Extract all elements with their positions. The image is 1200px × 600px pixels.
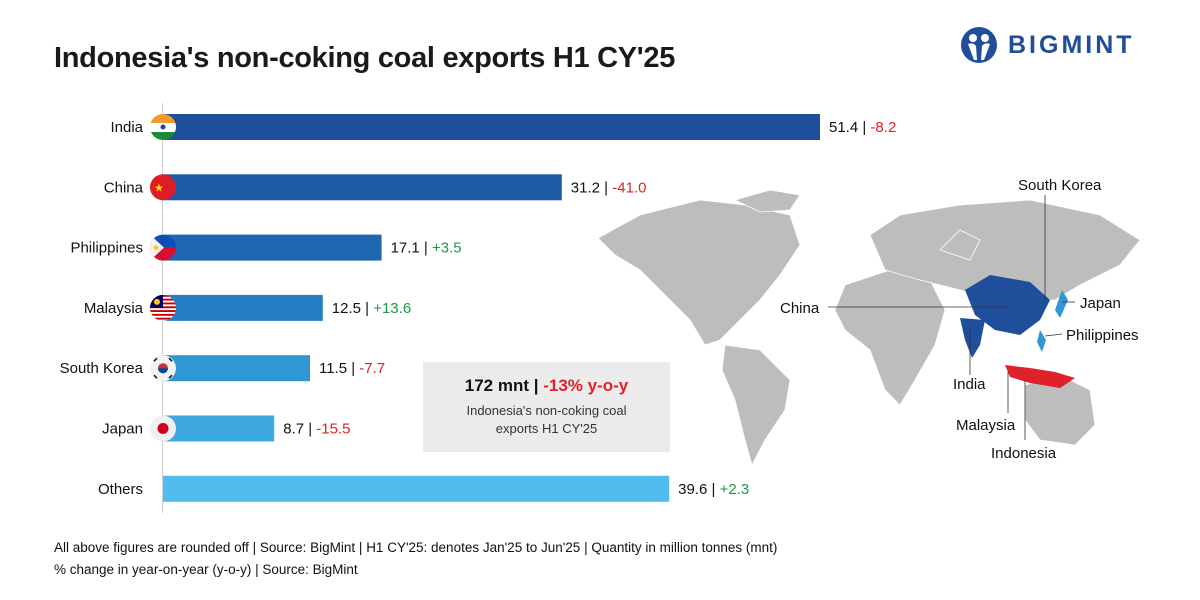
bar-south-korea bbox=[163, 355, 310, 382]
bigmint-logo-icon bbox=[961, 27, 997, 63]
south-korea-flag-icon bbox=[150, 355, 176, 382]
map-label-philippines: Philippines bbox=[1066, 327, 1139, 344]
summary-box: 172 mnt | -13% y-o-y Indonesia's non-cok… bbox=[423, 362, 670, 452]
footnote-yoy: % change in year-on-year (y-o-y) | Sourc… bbox=[54, 562, 358, 577]
yoy-change: -15.5 bbox=[316, 421, 350, 438]
value-amount: 17.1 | bbox=[391, 240, 432, 257]
indonesia-region bbox=[1005, 365, 1075, 388]
yoy-change: +13.6 bbox=[373, 300, 411, 317]
philippines-flag-icon bbox=[150, 234, 176, 261]
value-label: 11.5 | -7.7 bbox=[319, 360, 385, 377]
category-label: Others bbox=[98, 481, 143, 498]
india-flag-icon bbox=[150, 114, 176, 140]
china-region bbox=[965, 275, 1050, 335]
bar-malaysia bbox=[163, 294, 323, 321]
map-landmass bbox=[597, 189, 1141, 467]
map-label-china: China bbox=[780, 300, 820, 317]
yoy-change: -8.2 bbox=[870, 119, 896, 136]
map-label-india: India bbox=[953, 376, 986, 393]
value-amount: 8.7 | bbox=[283, 421, 316, 438]
india-region bbox=[960, 318, 985, 358]
bar-philippines bbox=[163, 234, 382, 261]
yoy-change: -7.7 bbox=[359, 360, 385, 377]
map-label-south-korea: South Korea bbox=[1018, 177, 1102, 194]
category-label: Philippines bbox=[70, 240, 143, 257]
map-leader-lines bbox=[828, 195, 1075, 440]
category-label: Japan bbox=[102, 421, 143, 438]
value-label: 8.7 | -15.5 bbox=[283, 421, 350, 438]
bigmint-logo: BIGMINT bbox=[960, 26, 1135, 64]
value-amount: 39.6 | bbox=[678, 481, 719, 498]
map-label-indonesia: Indonesia bbox=[991, 445, 1057, 462]
bar-india bbox=[163, 114, 820, 140]
value-amount: 12.5 | bbox=[332, 300, 373, 317]
category-label: South Korea bbox=[60, 360, 144, 377]
summary-total: 172 mnt bbox=[464, 376, 529, 395]
category-label: China bbox=[104, 179, 144, 196]
summary-change: -13% y-o-y bbox=[543, 376, 629, 395]
map-label-malaysia: Malaysia bbox=[956, 417, 1016, 434]
bar-japan bbox=[163, 415, 275, 442]
value-label: 39.6 | +2.3 bbox=[678, 481, 749, 498]
malaysia-flag-icon bbox=[150, 294, 176, 321]
japan-flag-icon bbox=[150, 415, 176, 442]
category-label: India bbox=[110, 119, 143, 136]
philippines-region bbox=[1037, 330, 1046, 352]
china-flag-icon: ★ bbox=[150, 174, 176, 201]
value-label: 17.1 | +3.5 bbox=[391, 240, 462, 257]
summary-caption: Indonesia's non-coking coal exports H1 C… bbox=[466, 403, 627, 436]
value-label: 51.4 | -8.2 bbox=[829, 119, 896, 136]
bar-others bbox=[163, 475, 670, 502]
svg-text:★: ★ bbox=[154, 182, 164, 194]
japan-region bbox=[1055, 290, 1068, 318]
yoy-change: +3.5 bbox=[432, 240, 462, 257]
yoy-change: +2.3 bbox=[720, 481, 750, 498]
value-label: 31.2 | -41.0 bbox=[571, 179, 647, 196]
yoy-change: -41.0 bbox=[612, 179, 646, 196]
value-amount: 11.5 | bbox=[319, 360, 359, 377]
value-amount: 51.4 | bbox=[829, 119, 870, 136]
map-label-japan: Japan bbox=[1080, 295, 1121, 312]
page-title: Indonesia's non-coking coal exports H1 C… bbox=[54, 42, 676, 74]
value-amount: 31.2 | bbox=[571, 179, 612, 196]
bar-china bbox=[163, 174, 562, 201]
logo-text: BIGMINT bbox=[1008, 30, 1135, 59]
footnote-source: All above figures are rounded off | Sour… bbox=[54, 540, 778, 555]
category-label: Malaysia bbox=[84, 300, 144, 317]
value-label: 12.5 | +13.6 bbox=[332, 300, 411, 317]
